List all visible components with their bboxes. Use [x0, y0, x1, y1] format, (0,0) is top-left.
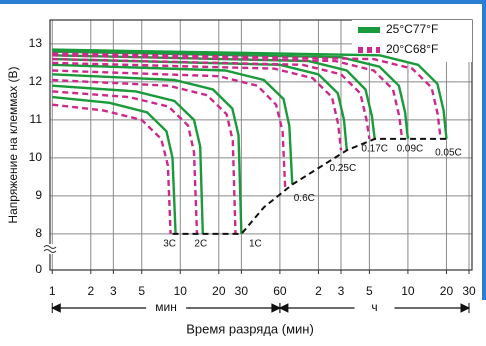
- y-axis-title: Напряжение на клеммах (В): [6, 66, 20, 223]
- cutoff-curve: [172, 137, 447, 235]
- rate-label: 0.25C: [329, 163, 356, 174]
- rate-label: 0.17C: [361, 144, 388, 155]
- y-tick-label: 12: [29, 74, 43, 88]
- right-stripe: [482, 0, 486, 300]
- y-tick-label: 0: [35, 262, 42, 276]
- discharge-curve: [52, 90, 199, 234]
- rate-label: 3C: [163, 239, 176, 250]
- y-tick-label: 9: [35, 188, 42, 202]
- rate-label: 0.6C: [294, 193, 315, 204]
- discharge-curve: [52, 61, 343, 151]
- legend-label: 20°C68°F: [386, 42, 438, 56]
- y-tick-label: 8: [35, 226, 42, 240]
- plot-frame: [49, 19, 473, 271]
- axis-break-mark: [43, 245, 57, 253]
- discharge-curve: [52, 54, 404, 140]
- axis-break: [43, 244, 57, 254]
- span-label-bg: [146, 300, 187, 316]
- span-arrow: [460, 303, 471, 313]
- rate-label: 0.09C: [397, 144, 424, 155]
- rate-label: 0.05C: [435, 148, 462, 159]
- axis-break-gap: [44, 244, 56, 254]
- rate-label: 2C: [194, 239, 207, 250]
- x-tick-label: 2: [87, 284, 94, 298]
- top-stripe: [0, 0, 486, 4]
- y-tick-label: 10: [29, 150, 43, 164]
- discharge-curve: [52, 84, 204, 234]
- x-tick-label: 60: [273, 284, 287, 298]
- discharge-curve: [52, 78, 237, 234]
- x-tick-label: 3: [110, 284, 117, 298]
- discharge-curve: [52, 57, 348, 151]
- x-tick-label: 2: [315, 284, 322, 298]
- legend-label: 25°C77°F: [386, 22, 438, 36]
- y-tick-label: 13: [29, 36, 43, 50]
- span-label-bg: [354, 300, 395, 316]
- x-tick-label: 30: [235, 284, 249, 298]
- x-tick-label: 1: [49, 284, 56, 298]
- discharge-curve: [52, 50, 410, 140]
- x-tick-label: 5: [366, 284, 373, 298]
- x-tick-label: 20: [212, 284, 226, 298]
- x-tick-label: 20: [440, 284, 454, 298]
- span-arrow: [271, 303, 282, 313]
- x-tick-label: 10: [174, 284, 188, 298]
- span-arrow: [278, 303, 289, 313]
- discharge-curve: [52, 52, 442, 140]
- span-label: мин: [155, 300, 177, 314]
- x-tick-label: 5: [138, 284, 145, 298]
- x-tick-label: 3: [338, 284, 345, 298]
- discharge-curve: [52, 73, 243, 234]
- x-tick-label: 10: [401, 284, 415, 298]
- rate-label: 1C: [249, 239, 262, 250]
- span-arrow: [51, 303, 61, 313]
- discharge-curve: [52, 57, 371, 140]
- y-tick-label: 11: [30, 112, 43, 126]
- span-label: ч: [371, 300, 377, 314]
- x-tick-label: 30: [462, 284, 476, 298]
- discharge-curve: [52, 63, 294, 185]
- discharge-curve: [52, 103, 172, 234]
- discharge-curve: [52, 48, 448, 140]
- x-axis-title: Время разряда (мин): [186, 321, 314, 336]
- discharge-curve: [52, 95, 177, 234]
